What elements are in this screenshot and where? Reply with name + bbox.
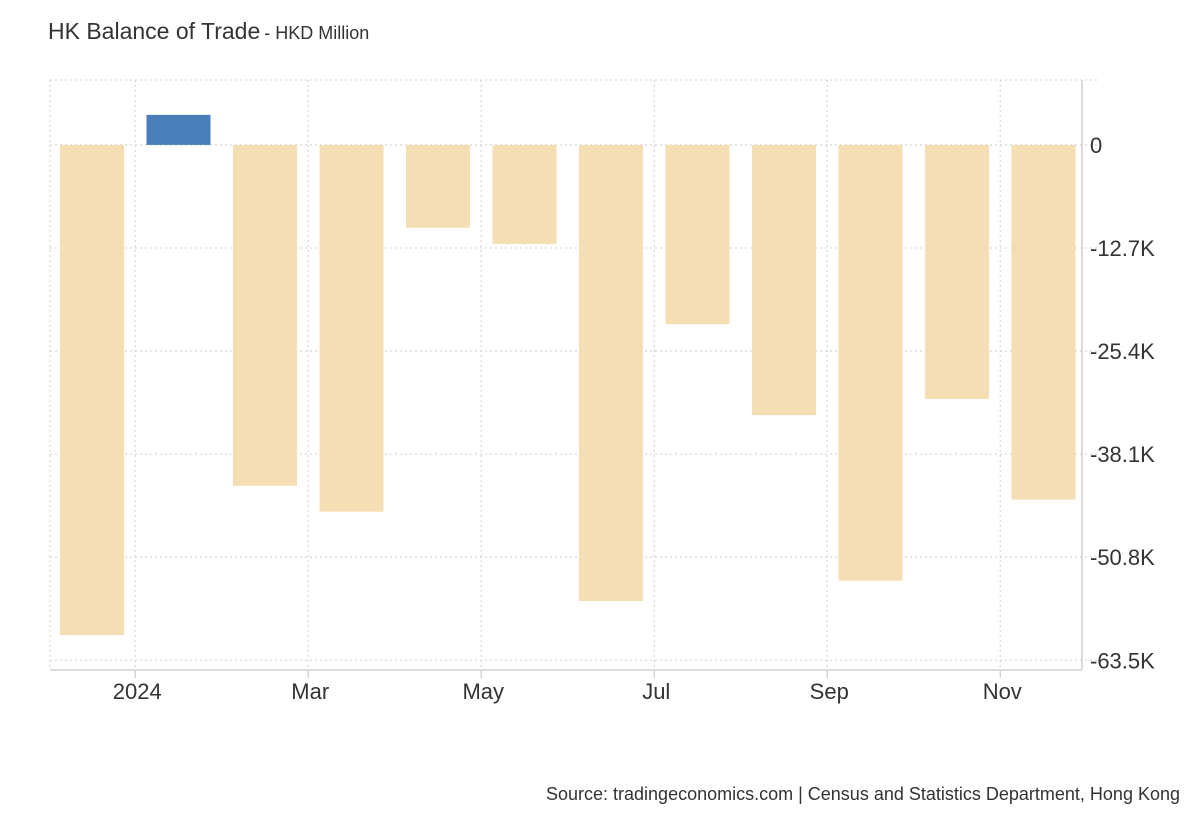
bar-chart: 2024 Mar May Jul Sep Nov 0 -12.7K -25.4K -38.1K -5…: [49, 79, 1155, 704]
chart-title: HK Balance of Trade: [48, 18, 261, 44]
bar-apr-2024[interactable]: [406, 144, 470, 228]
x-tick-label: May: [462, 679, 504, 704]
y-tick-label: -50.8K: [1090, 545, 1155, 570]
bar-sep-2024[interactable]: [838, 144, 903, 581]
chart-header: HK Balance of Trade - HKD Million: [48, 18, 369, 45]
y-tick-label: -25.4K: [1090, 339, 1155, 364]
axis-layer: [50, 80, 1083, 678]
x-tick-label: Sep: [810, 679, 849, 704]
grid-layer: [49, 79, 1100, 670]
bar-mar-2024[interactable]: [319, 144, 384, 512]
bar-jun-2024[interactable]: [579, 144, 643, 602]
x-tick-label: Jul: [642, 679, 670, 704]
bar-dec-2023[interactable]: [60, 144, 124, 636]
x-tick-label: Mar: [291, 679, 329, 704]
y-tick-label: -63.5K: [1090, 648, 1155, 673]
y-tick-label: 0: [1090, 133, 1102, 158]
bar-aug-2024[interactable]: [752, 144, 816, 416]
y-tick-label: -38.1K: [1090, 442, 1155, 467]
bar-layer: [60, 114, 1076, 636]
x-tick-label: 2024: [113, 679, 162, 704]
y-tick-label: -12.7K: [1090, 236, 1155, 261]
bar-jul-2024[interactable]: [665, 144, 730, 325]
bar-may-2024[interactable]: [492, 144, 557, 244]
label-layer: 2024 Mar May Jul Sep Nov 0 -12.7K -25.4K -38.1K -5…: [113, 133, 1155, 704]
source-credit: Source: tradingeconomics.com | Census an…: [546, 784, 1180, 804]
x-tick-label: Nov: [983, 679, 1022, 704]
bar-jan-2024[interactable]: [146, 114, 211, 145]
bar-nov-2024[interactable]: [1011, 144, 1076, 500]
chart-subtitle: - HKD Million: [264, 23, 370, 43]
bar-oct-2024[interactable]: [925, 144, 989, 399]
bar-feb-2024[interactable]: [233, 144, 297, 486]
